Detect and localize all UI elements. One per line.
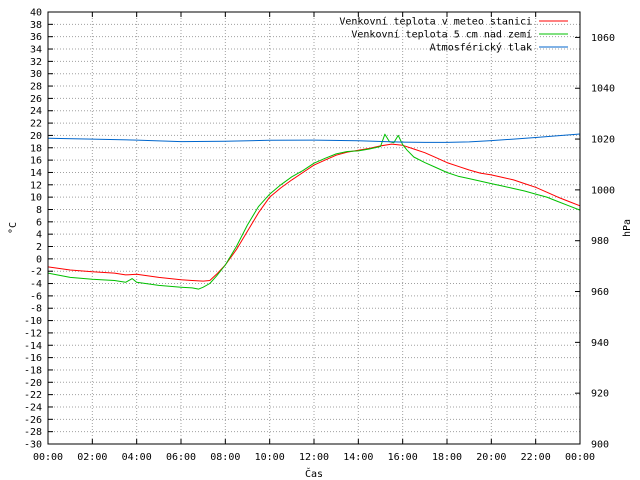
x-tick-label: 04:00 — [122, 452, 152, 463]
x-tick-label: 22:00 — [521, 452, 551, 463]
y-tick-label-left: 18 — [30, 143, 42, 154]
series-lines — [47, 133, 581, 290]
series-line-1 — [47, 143, 581, 282]
y-tick-label-right: 920 — [591, 389, 609, 400]
y-tick-label-left: 4 — [36, 230, 42, 241]
y-tick-label-left: -22 — [24, 390, 42, 401]
x-tick-label: 20:00 — [476, 452, 506, 463]
y-tick-label-left: -6 — [30, 291, 42, 302]
y-tick-label-left: 0 — [36, 254, 42, 265]
plot-frame — [47, 11, 581, 445]
y-tick-label-left: -28 — [24, 427, 42, 438]
x-tick-label: 08:00 — [210, 452, 240, 463]
y-tick-label-left: 30 — [30, 69, 42, 80]
y-tick-label-left: 38 — [30, 20, 42, 31]
y-tick-label-left: 20 — [30, 131, 42, 142]
y-tick-label-right: 1000 — [591, 185, 615, 196]
y-tick-label-left: 16 — [30, 156, 42, 167]
y-tick-label-left: -4 — [30, 279, 42, 290]
y-tick-label-left: 14 — [30, 168, 42, 179]
y-tick-label-left: 22 — [30, 119, 42, 130]
x-tick-label: 00:00 — [33, 452, 63, 463]
y-tick-label-left: -2 — [30, 267, 42, 278]
y-tick-label-left: 32 — [30, 57, 42, 68]
y-tick-label-left: 2 — [36, 242, 42, 253]
y-tick-label-left: -24 — [24, 402, 42, 413]
series-line-3 — [47, 133, 581, 143]
y-tick-label-left: 8 — [36, 205, 42, 216]
series-line-2 — [47, 133, 581, 290]
y-tick-label-left: -12 — [24, 328, 42, 339]
y-tick-label-left: -20 — [24, 378, 42, 389]
x-tick-label: 00:00 — [565, 452, 595, 463]
y-axis-label-right: hPa — [622, 219, 633, 237]
x-tick-label: 14:00 — [343, 452, 373, 463]
y-tick-label-left: 6 — [36, 217, 42, 228]
y-tick-label-left: 40 — [30, 8, 42, 19]
legend-label: Venkovní teplota 5 cm nad zemí — [351, 29, 532, 41]
x-tick-label: 06:00 — [166, 452, 196, 463]
y-tick-label-left: -8 — [30, 304, 42, 315]
y-tick-label-left: -30 — [24, 440, 42, 451]
x-tick-label: 02:00 — [77, 452, 107, 463]
y-tick-label-left: -14 — [24, 341, 42, 352]
y-tick-label-left: 12 — [30, 180, 42, 191]
y-tick-label-right: 1060 — [591, 33, 615, 44]
legend: Venkovní teplota v meteo staniciVenkovní… — [339, 16, 568, 54]
y-tick-label-right: 940 — [591, 338, 609, 349]
legend-label: Atmosférický tlak — [430, 42, 532, 54]
y-tick-label-left: 10 — [30, 193, 42, 204]
x-tick-label: 10:00 — [255, 452, 285, 463]
x-tick-label: 16:00 — [388, 452, 418, 463]
y-tick-label-left: -10 — [24, 316, 42, 327]
y-tick-label-left: 28 — [30, 82, 42, 93]
y-tick-label-right: 900 — [591, 440, 609, 451]
y-tick-label-right: 1040 — [591, 84, 615, 95]
legend-label: Venkovní teplota v meteo stanici — [339, 16, 532, 28]
y-tick-label-right: 960 — [591, 287, 609, 298]
x-axis-label: Čas — [305, 467, 323, 480]
y-axis-label-left: °C — [8, 222, 19, 234]
y-tick-label-left: -16 — [24, 353, 42, 364]
y-tick-label-left: 26 — [30, 94, 42, 105]
y-tick-label-right: 980 — [591, 236, 609, 247]
y-tick-label-left: -26 — [24, 415, 42, 426]
x-tick-label: 12:00 — [299, 452, 329, 463]
axis-ticks: 00:00 02:00 04:00 06:00 08:00 10:00 12:00 14:00… — [24, 8, 615, 464]
y-tick-label-left: 24 — [30, 106, 42, 117]
x-tick-label: 18:00 — [432, 452, 462, 463]
y-tick-label-left: 36 — [30, 32, 42, 43]
y-tick-label-left: 34 — [30, 45, 42, 56]
y-tick-label-left: -18 — [24, 365, 42, 376]
y-tick-label-right: 1020 — [591, 135, 615, 146]
